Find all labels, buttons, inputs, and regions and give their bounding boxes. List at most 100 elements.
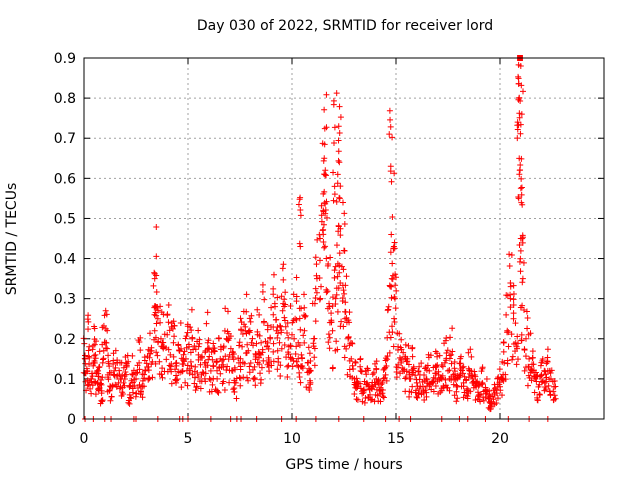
data-point — [387, 123, 394, 130]
data-point — [387, 168, 394, 175]
data-point — [296, 374, 303, 381]
data-point — [358, 368, 365, 375]
data-point — [239, 343, 246, 350]
data-point — [211, 345, 218, 352]
data-point — [254, 328, 261, 335]
data-point — [301, 339, 308, 346]
data-point — [244, 374, 251, 381]
data-point — [267, 334, 274, 341]
data-point — [95, 364, 102, 371]
data-point — [547, 391, 554, 398]
data-point — [202, 370, 209, 377]
data-point — [326, 334, 333, 341]
data-point — [125, 397, 132, 404]
data-point — [137, 388, 144, 395]
data-point — [352, 358, 359, 365]
data-point — [147, 347, 154, 354]
data-point — [391, 319, 398, 326]
data-point — [472, 379, 479, 386]
data-point — [320, 226, 327, 233]
data-point — [542, 371, 549, 378]
data-point — [389, 134, 396, 141]
data-point — [91, 323, 98, 330]
data-point — [391, 315, 398, 322]
data-point — [451, 358, 458, 365]
data-point — [237, 326, 244, 333]
data-point — [533, 378, 540, 385]
data-point — [334, 308, 341, 315]
data-point — [166, 327, 173, 334]
data-point — [337, 183, 344, 190]
y-tick-label: 0.9 — [54, 51, 76, 67]
data-point — [500, 348, 507, 355]
data-point — [338, 318, 345, 325]
data-point — [152, 309, 159, 316]
data-point — [178, 384, 185, 391]
data-point — [220, 356, 227, 363]
data-point — [514, 126, 521, 133]
data-point — [327, 254, 334, 261]
data-point — [256, 311, 263, 318]
data-point — [139, 377, 146, 384]
data-point — [357, 356, 364, 363]
data-point — [192, 387, 199, 394]
data-point — [499, 376, 506, 383]
data-point — [432, 370, 439, 377]
data-point — [421, 371, 428, 378]
data-point — [323, 198, 330, 205]
data-point — [285, 362, 292, 369]
data-point — [450, 381, 457, 388]
data-point — [483, 375, 490, 382]
data-point — [249, 366, 256, 373]
data-point — [312, 285, 319, 292]
data-point — [217, 370, 224, 377]
data-point — [341, 221, 348, 228]
data-point — [282, 289, 289, 296]
data-point — [197, 385, 204, 392]
data-point — [278, 327, 285, 334]
data-point — [210, 362, 217, 369]
data-point — [505, 329, 512, 336]
data-point — [306, 368, 313, 375]
data-point — [92, 391, 99, 398]
data-point — [416, 363, 423, 370]
data-point — [423, 376, 430, 383]
data-point — [387, 249, 394, 256]
data-point — [517, 97, 524, 104]
data-point — [91, 378, 98, 385]
data-point — [516, 94, 523, 101]
data-point — [140, 383, 147, 390]
data-point — [333, 291, 340, 298]
data-point — [116, 371, 123, 378]
data-point — [461, 373, 468, 380]
data-point — [546, 367, 553, 374]
data-point — [84, 382, 91, 389]
data-point — [464, 385, 471, 392]
chart-title: Day 030 of 2022, SRMTID for receiver lor… — [196, 18, 494, 34]
data-point — [293, 298, 300, 305]
data-point — [318, 283, 325, 290]
data-point — [385, 306, 392, 313]
data-point — [303, 384, 310, 391]
data-point — [391, 170, 398, 177]
data-point — [438, 362, 445, 369]
data-point — [311, 362, 318, 369]
data-point — [172, 360, 179, 367]
x-axis-label: GPS time / hours — [285, 457, 403, 473]
y-tick-label: 0 — [67, 412, 76, 428]
data-point — [326, 345, 333, 352]
data-point — [313, 261, 320, 268]
data-point — [403, 358, 410, 365]
data-point — [421, 397, 428, 404]
data-point — [191, 342, 198, 349]
data-point — [345, 333, 352, 340]
data-point — [122, 369, 129, 376]
data-point — [285, 349, 292, 356]
data-point — [510, 291, 517, 298]
data-point — [289, 331, 295, 338]
data-point — [98, 397, 105, 404]
data-point — [389, 260, 396, 267]
data-point — [545, 382, 552, 389]
data-point — [503, 311, 510, 318]
data-point — [489, 393, 496, 400]
